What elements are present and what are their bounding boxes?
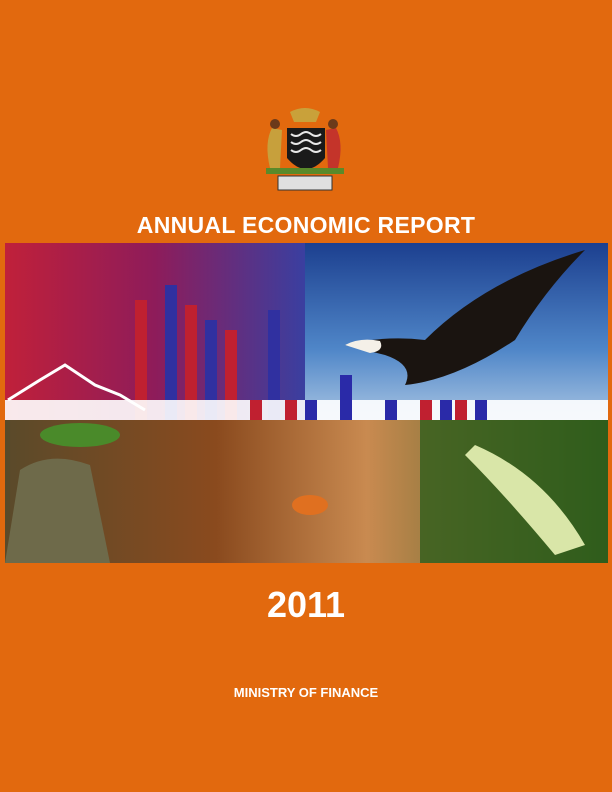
report-year: 2011	[266, 584, 346, 625]
chart-photo	[5, 243, 305, 420]
report-title: ANNUAL ECONOMIC REPORT	[136, 212, 476, 238]
publisher: MINISTRY OF FINANCE	[233, 685, 379, 700]
eagle	[345, 250, 585, 385]
decorative-bars	[5, 285, 608, 420]
coat-of-arms	[266, 108, 344, 191]
